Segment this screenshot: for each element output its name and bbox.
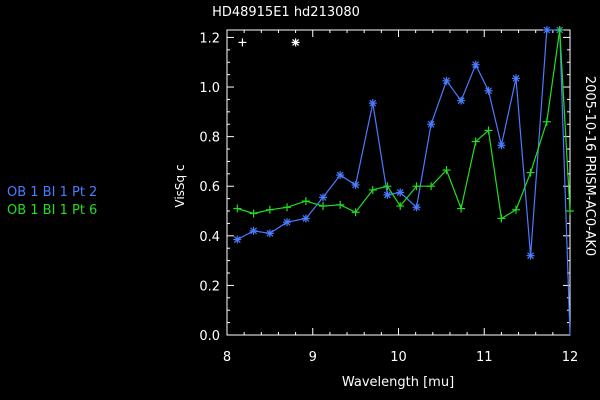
data-point: [497, 141, 506, 150]
data-point: [566, 207, 574, 216]
data-point: [471, 137, 480, 146]
axes: 8 9 10 11 12 0.0 0.2 0.4 0.6 0.8 1.0 1.2: [199, 30, 578, 365]
data-point: [265, 229, 274, 238]
legend-marker: [291, 38, 300, 47]
data-point: [336, 171, 345, 180]
y-tick-label: 0.0: [199, 329, 220, 344]
data-point: [336, 200, 345, 209]
legend-marker: [238, 38, 247, 47]
series-2: [233, 26, 574, 223]
legend-entry-series-1: OB 1 BI 1 Pt 2: [7, 185, 97, 200]
data-point: [457, 96, 466, 105]
series-line: [237, 29, 571, 336]
y-tick-label: 1.0: [199, 81, 220, 96]
data-point: [484, 86, 493, 95]
data-point: [249, 226, 258, 235]
y-tick-label: 0.4: [199, 230, 220, 245]
series-layer: [233, 26, 574, 336]
x-tick-label: 9: [309, 350, 317, 365]
data-point: [319, 202, 328, 211]
data-point: [368, 185, 377, 194]
data-point: [442, 76, 451, 85]
data-point: [471, 60, 480, 69]
data-point: [283, 203, 292, 212]
data-point: [497, 214, 506, 223]
data-point: [301, 197, 310, 206]
side-label: 2005-10-16 PRISM-AC0-AK0: [582, 76, 597, 256]
data-point: [457, 204, 466, 213]
data-point: [233, 235, 242, 244]
data-point: [265, 205, 274, 214]
data-point: [526, 251, 535, 260]
x-tick-label: 8: [223, 350, 231, 365]
data-point: [511, 205, 520, 214]
data-point: [412, 182, 421, 191]
data-point: [555, 26, 564, 34]
data-point: [442, 166, 451, 175]
data-point: [233, 204, 242, 213]
legend-markers: [238, 38, 300, 47]
y-tick-label: 0.6: [199, 180, 220, 195]
legend-entry-series-2: OB 1 BI 1 Pt 6: [7, 203, 97, 218]
data-point: [511, 74, 520, 83]
data-point: [351, 180, 360, 189]
series-1: [233, 26, 571, 336]
data-point: [542, 26, 551, 34]
y-tick-label: 1.2: [199, 31, 220, 46]
data-point: [368, 99, 377, 108]
data-point: [427, 120, 436, 129]
data-point: [301, 214, 310, 223]
data-point: [396, 188, 405, 197]
data-point: [319, 193, 328, 202]
data-point: [484, 126, 493, 135]
data-point: [412, 203, 421, 212]
x-tick-label: 11: [476, 350, 493, 365]
data-point: [383, 190, 392, 199]
data-point: [283, 218, 292, 227]
x-axis-label: Wavelength [mu]: [342, 375, 454, 390]
x-tick-label: 10: [390, 350, 407, 365]
y-axis-label: VisSq c: [173, 164, 187, 207]
y-tick-label: 0.8: [199, 131, 220, 146]
x-tick-label: 12: [562, 350, 579, 365]
y-tick-label: 0.2: [199, 279, 220, 294]
data-point: [427, 182, 436, 191]
data-point: [396, 202, 405, 211]
data-point: [351, 208, 360, 217]
data-point: [249, 209, 258, 218]
data-point: [526, 168, 535, 177]
chart-title: HD48915E1 hd213080: [212, 5, 360, 20]
data-point: [383, 182, 392, 191]
data-point: [542, 117, 551, 126]
